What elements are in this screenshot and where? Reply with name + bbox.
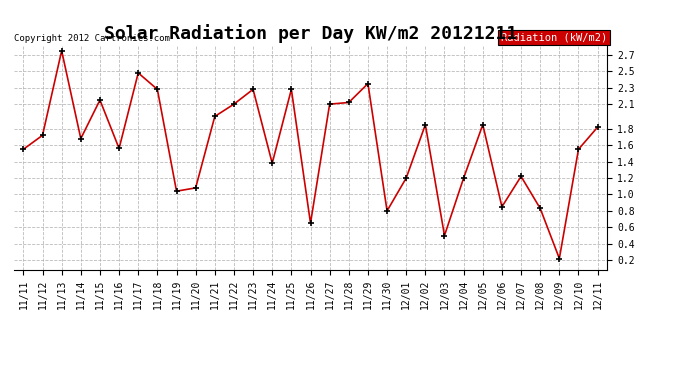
Text: Radiation (kW/m2): Radiation (kW/m2) bbox=[501, 33, 607, 43]
Title: Solar Radiation per Day KW/m2 20121211: Solar Radiation per Day KW/m2 20121211 bbox=[104, 24, 517, 44]
Text: Copyright 2012 Cartronics.com: Copyright 2012 Cartronics.com bbox=[14, 34, 170, 43]
